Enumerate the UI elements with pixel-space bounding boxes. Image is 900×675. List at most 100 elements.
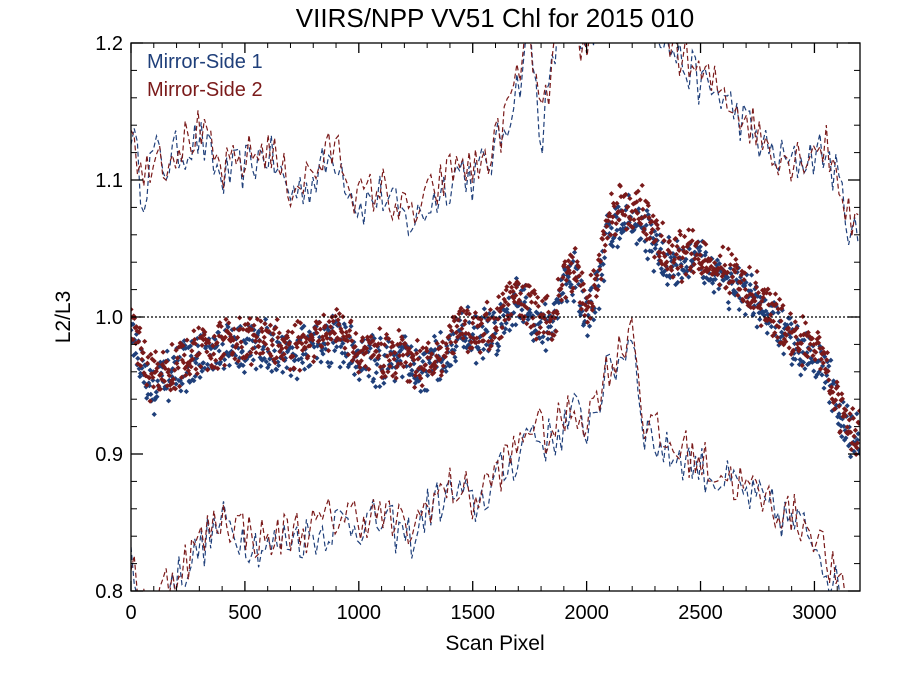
point (222, 357, 228, 363)
point (728, 271, 734, 277)
point (283, 344, 289, 351)
point (830, 399, 837, 406)
point (666, 234, 672, 240)
point (684, 249, 690, 255)
point (831, 380, 837, 386)
point (767, 291, 773, 297)
point (548, 323, 554, 330)
point (193, 360, 199, 366)
point (607, 213, 613, 219)
point (720, 277, 727, 283)
point (199, 342, 205, 348)
point (453, 339, 459, 345)
point (212, 336, 218, 342)
point (451, 318, 457, 324)
point (274, 316, 280, 323)
point (704, 269, 710, 275)
point (660, 239, 666, 245)
point (748, 272, 755, 278)
point (161, 363, 167, 370)
point (655, 225, 661, 232)
point (386, 336, 392, 342)
point (579, 308, 585, 314)
point (543, 295, 549, 302)
point (554, 315, 561, 321)
point (364, 345, 370, 351)
point (309, 334, 315, 340)
point (437, 356, 443, 362)
point (254, 316, 261, 322)
point (821, 385, 827, 391)
point (292, 357, 298, 363)
point (497, 308, 503, 315)
point (261, 355, 267, 362)
point (135, 355, 141, 361)
point (301, 333, 307, 339)
point (817, 345, 823, 351)
point (280, 357, 287, 363)
point (546, 330, 552, 336)
point (699, 270, 705, 277)
point (261, 334, 267, 340)
point (168, 369, 174, 375)
point (770, 333, 776, 339)
point (555, 276, 561, 282)
point (549, 336, 555, 343)
point (854, 440, 860, 446)
point (711, 266, 717, 272)
point (657, 249, 663, 256)
point (574, 259, 580, 265)
point (228, 338, 234, 344)
point (137, 370, 144, 376)
point (814, 336, 820, 342)
point (384, 344, 390, 350)
point (458, 305, 464, 311)
point (481, 331, 487, 337)
point (716, 282, 723, 288)
point (595, 287, 601, 293)
point (339, 329, 345, 336)
point (803, 330, 809, 337)
point (729, 251, 735, 257)
x-tick-label: 2000 (564, 602, 609, 624)
point (320, 337, 326, 343)
point (325, 341, 331, 347)
point (151, 358, 157, 364)
point (515, 280, 522, 287)
point (167, 382, 173, 388)
point (305, 353, 311, 359)
point (348, 318, 354, 324)
point (596, 252, 602, 258)
point (340, 359, 347, 365)
legend: Mirror-Side 1 Mirror-Side 2 (147, 51, 263, 101)
point (768, 312, 774, 318)
point (732, 269, 738, 275)
point (686, 227, 692, 233)
point (164, 383, 170, 389)
point (232, 353, 239, 359)
point (215, 329, 222, 336)
point (269, 337, 275, 344)
point (500, 291, 506, 297)
point (834, 379, 840, 385)
point (184, 370, 190, 376)
point (448, 339, 454, 345)
point (494, 327, 500, 334)
point (173, 381, 179, 387)
point (286, 340, 293, 346)
point (664, 259, 670, 265)
point (615, 204, 621, 210)
point (346, 333, 352, 339)
point (623, 226, 630, 232)
point (592, 309, 598, 315)
point (327, 331, 333, 337)
point (783, 339, 789, 345)
point (238, 339, 244, 345)
point (142, 363, 148, 369)
point (237, 315, 243, 321)
point (434, 340, 440, 347)
point (501, 296, 507, 302)
point (266, 362, 272, 368)
point (407, 378, 413, 385)
point (182, 365, 188, 372)
